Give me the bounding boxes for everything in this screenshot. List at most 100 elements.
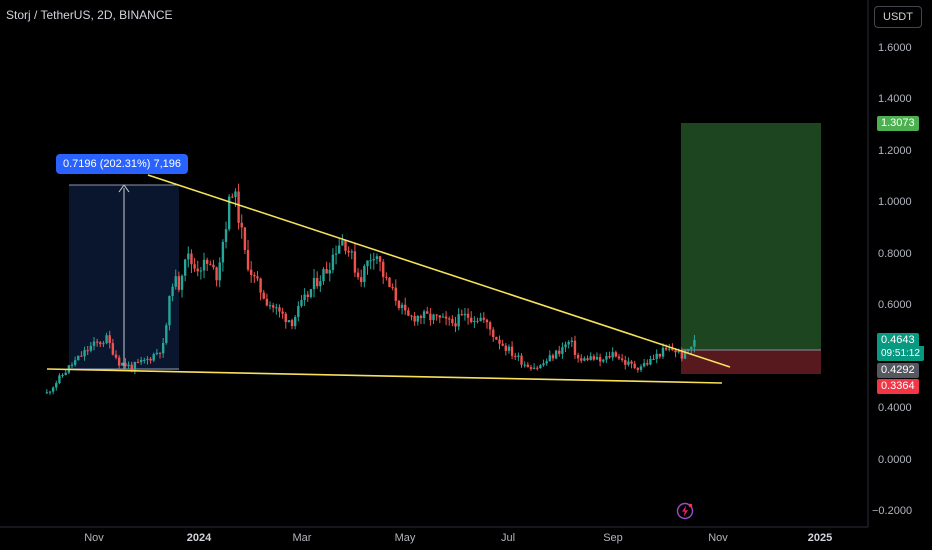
candle-body — [595, 357, 599, 360]
candle-countdown-tag: 09:51:12 — [877, 346, 924, 361]
candle-body — [526, 364, 530, 368]
candle-body — [686, 348, 690, 351]
candle-body — [253, 275, 256, 277]
candle-body — [64, 372, 67, 375]
candle-body — [114, 354, 118, 358]
candle-body — [105, 335, 108, 344]
candle-body — [573, 340, 577, 355]
candle-body — [334, 253, 338, 255]
price-axis-label: 1.2000 — [878, 145, 912, 157]
candle-body — [548, 355, 552, 362]
candle-body — [372, 259, 375, 261]
candle-body — [139, 359, 143, 363]
candle-body — [492, 329, 495, 337]
candle-body — [517, 355, 520, 357]
price-axis-label: 1.4000 — [878, 93, 912, 105]
candle-body — [394, 287, 397, 301]
candle-body — [243, 227, 247, 251]
candle-body — [617, 356, 621, 359]
candle-body — [586, 358, 589, 361]
candle-body — [385, 276, 388, 278]
target-profit-zone[interactable] — [681, 123, 821, 350]
candle-body — [303, 294, 306, 301]
candle-body — [99, 342, 102, 345]
candle-body — [624, 360, 627, 365]
candle-body — [498, 339, 501, 344]
candle-body — [633, 363, 636, 368]
candle-body — [457, 314, 460, 327]
candle-body — [545, 361, 548, 364]
candle-body — [319, 281, 322, 287]
price-axis-label: 0.0000 — [878, 454, 912, 466]
candle-body — [652, 358, 655, 360]
candle-body — [102, 343, 105, 345]
candle-body — [287, 320, 291, 323]
candle-body — [278, 307, 281, 312]
lower-trendline[interactable] — [46, 368, 723, 384]
candle-body — [158, 352, 162, 354]
time-axis-label: 2024 — [186, 532, 212, 544]
candle-body — [482, 317, 486, 320]
entry-price-tag: 0.4292 — [877, 363, 919, 378]
candle-body — [133, 362, 137, 371]
candle-body — [275, 307, 278, 309]
candle-body — [551, 355, 555, 359]
candle-body — [293, 316, 297, 327]
currency-button[interactable]: USDT — [874, 6, 922, 28]
candle-body — [337, 245, 341, 254]
lightning-bolt-icon[interactable] — [676, 502, 694, 520]
candle-body — [193, 264, 196, 269]
candle-body — [215, 267, 218, 281]
stop-loss-zone[interactable] — [681, 350, 821, 374]
candle-body — [655, 353, 658, 359]
candle-body — [108, 335, 111, 344]
candle-body — [240, 222, 243, 228]
candle-body — [441, 316, 445, 318]
candle-body — [514, 355, 517, 357]
candle-body — [671, 348, 674, 351]
stop-price-tag: 0.3364 — [877, 379, 919, 394]
candle-body — [363, 266, 366, 283]
candle-body — [306, 294, 309, 298]
candle-body — [444, 316, 448, 319]
candle-body — [127, 364, 130, 367]
target-price-tag: 1.3073 — [877, 116, 919, 131]
candle-body — [92, 341, 96, 346]
symbol-title[interactable]: Storj / TetherUS, 2D, BINANCE — [6, 8, 173, 22]
candle-body — [347, 250, 350, 253]
candle-body — [658, 353, 662, 357]
candle-body — [661, 347, 665, 357]
candle-body — [183, 259, 187, 276]
candle-body — [649, 358, 652, 365]
candle-body — [344, 240, 347, 251]
candle-body — [539, 365, 542, 369]
candle-body — [45, 392, 49, 394]
candle-body — [476, 320, 479, 322]
candle-body — [221, 241, 225, 263]
candle-body — [149, 358, 152, 361]
candle-body — [448, 318, 451, 320]
candle-body — [325, 269, 328, 274]
candle-body — [520, 355, 523, 365]
candle-body — [429, 313, 432, 321]
candle-body — [413, 316, 416, 322]
candle-body — [80, 355, 83, 357]
candle-body — [407, 310, 410, 316]
candle-body — [312, 278, 316, 290]
candle-body — [382, 261, 385, 277]
upper-trendline[interactable] — [147, 174, 731, 368]
candle-body — [419, 315, 423, 318]
candle-body — [231, 196, 234, 198]
candle-body — [190, 253, 193, 265]
candle-body — [237, 191, 240, 223]
candle-body — [290, 320, 294, 327]
candle-body — [268, 305, 272, 307]
candle-body — [95, 341, 99, 343]
candle-body — [523, 364, 526, 366]
candle-body — [564, 344, 567, 348]
candle-body — [567, 341, 570, 345]
candle-body — [360, 277, 363, 283]
candle-body — [542, 363, 545, 366]
candle-body — [627, 361, 630, 365]
